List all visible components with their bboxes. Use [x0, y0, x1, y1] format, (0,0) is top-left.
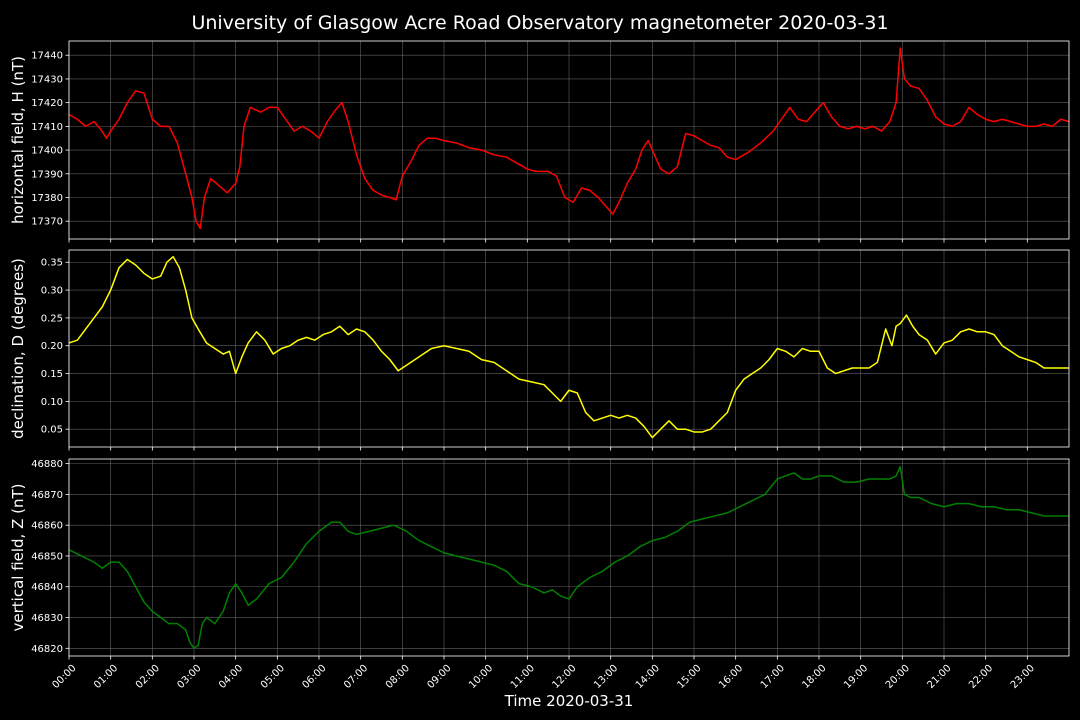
h-field-ytick-label: 17410	[31, 122, 63, 133]
h-field-ytick-label: 17420	[31, 98, 63, 109]
chart-panels: 17370 17380 17390 17400 17410 17420 17430 17440…	[9, 40, 1070, 660]
h-field-ytick-label: 17440	[31, 51, 63, 62]
z-field-ytick-label: 46880	[31, 459, 63, 470]
declination-frame	[68, 249, 1070, 448]
z-field-ylabel: vertical field, Z (nT)	[9, 483, 27, 631]
chart-title: University of Glasgow Acre Road Observat…	[191, 12, 888, 34]
z-field-panel: 46820 46830 46840 46850 46860 46870 46880 verti…	[9, 458, 1070, 660]
h-field-ytick-label: 17370	[31, 217, 63, 228]
declination-ytick-label: 0.30	[41, 286, 63, 297]
z-field-ytick-label: 46870	[31, 490, 63, 501]
declination-ytick-label: 0.25	[41, 313, 63, 324]
z-field-ytick-label: 46860	[31, 521, 63, 532]
h-field-ytick-label: 17380	[31, 193, 63, 204]
h-field-ytick-label: 17400	[31, 146, 63, 157]
h-field-panel: 17370 17380 17390 17400 17410 17420 17430 17440…	[9, 40, 1070, 243]
declination-ytick-label: 0.35	[41, 258, 63, 269]
x-axis-label: Time 2020-03-31	[504, 692, 634, 710]
h-field-series-line	[68, 47, 1070, 230]
z-field-series-line	[68, 465, 1069, 650]
h-field-frame	[68, 40, 1070, 240]
declination-ylabel: declination, D (degrees)	[9, 258, 27, 439]
z-field-ytick-label: 46830	[31, 613, 63, 624]
declination-ytick-label: 0.15	[41, 369, 63, 380]
z-field-ytick-label: 46820	[31, 644, 63, 655]
declination-series-line	[68, 255, 1069, 439]
declination-ytick-label: 0.05	[41, 425, 63, 436]
z-field-frame	[68, 458, 1070, 657]
declination-ytick-label: 0.20	[41, 341, 63, 352]
z-field-ytick-label: 46850	[31, 551, 63, 562]
declination-ytick-label: 0.10	[41, 397, 63, 408]
declination-panel: 0.05 0.10 0.15 0.20 0.25 0.30 0.35 declination,…	[9, 249, 1070, 451]
h-field-ytick-label: 17390	[31, 169, 63, 180]
h-field-ylabel: horizontal field, H (nT)	[9, 56, 27, 224]
h-field-ytick-label: 17430	[31, 74, 63, 85]
z-field-ytick-label: 46840	[31, 582, 63, 593]
